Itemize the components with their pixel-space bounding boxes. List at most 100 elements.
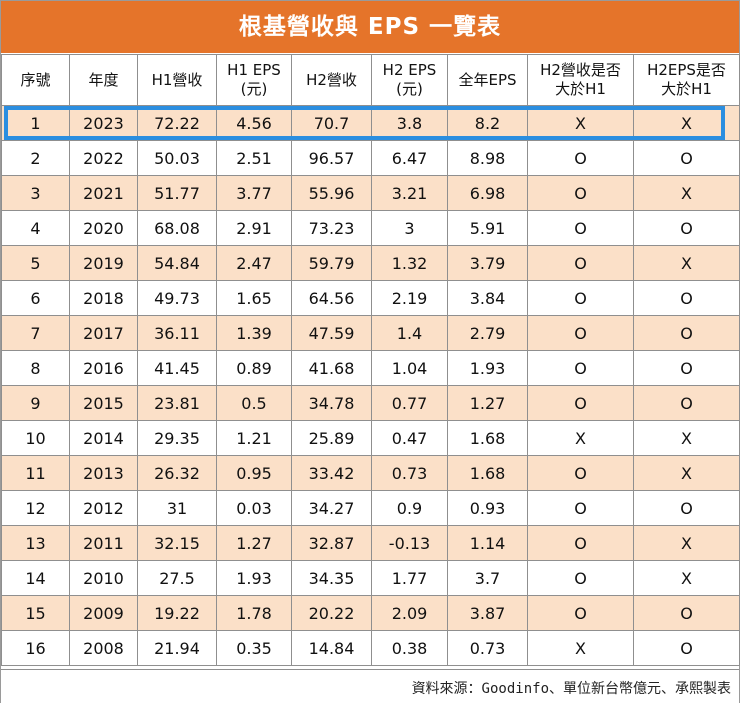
cell-h2-revenue-greater: O — [527, 595, 634, 631]
cell-annual-eps: 5.91 — [447, 210, 528, 246]
source-note: 資料來源：Goodinfo、單位新台幣億元、承熙製表 — [411, 681, 731, 697]
cell-h2-revenue: 14.84 — [291, 630, 372, 666]
cell-year: 2022 — [69, 140, 138, 176]
cell-h1-revenue: 51.77 — [137, 175, 217, 211]
cell-h2-eps: 1.32 — [371, 245, 448, 281]
cell-h2-eps: 2.09 — [371, 595, 448, 631]
cell-h1-revenue: 27.5 — [137, 560, 217, 596]
table-row: 9 2015 23.81 0.5 34.78 0.77 1.27 O O — [1, 385, 740, 421]
cell-h1-eps: 1.21 — [216, 420, 292, 456]
cell-h2-revenue: 96.57 — [291, 140, 372, 176]
cell-index: 4 — [1, 210, 70, 246]
cell-h2-revenue-greater: O — [527, 315, 634, 351]
cell-h2-revenue: 70.7 — [291, 105, 372, 141]
cell-year: 2023 — [69, 105, 138, 141]
cell-h1-revenue: 19.22 — [137, 595, 217, 631]
cell-index: 2 — [1, 140, 70, 176]
cell-h1-eps: 3.77 — [216, 175, 292, 211]
cell-h2-revenue-greater: O — [527, 385, 634, 421]
cell-h2-eps-greater: O — [633, 210, 740, 246]
cell-h2-revenue-greater: X — [527, 630, 634, 666]
header-h2-revenue-greater: H2營收是否 大於H1 — [527, 54, 634, 106]
cell-h1-eps: 0.35 — [216, 630, 292, 666]
cell-h2-eps-greater: O — [633, 630, 740, 666]
cell-h1-eps: 1.27 — [216, 525, 292, 561]
cell-h1-eps: 0.5 — [216, 385, 292, 421]
cell-h2-eps: 0.73 — [371, 455, 448, 491]
cell-index: 16 — [1, 630, 70, 666]
cell-h1-eps: 0.95 — [216, 455, 292, 491]
cell-h1-eps: 2.51 — [216, 140, 292, 176]
cell-h2-revenue: 34.27 — [291, 490, 372, 526]
cell-index: 10 — [1, 420, 70, 456]
header-row: 序號 年度 H1營收 H1 EPS (元) H2營收 H2 EPS (元) 全年EP… — [1, 54, 740, 106]
cell-year: 2008 — [69, 630, 138, 666]
cell-index: 5 — [1, 245, 70, 281]
cell-h1-revenue: 72.22 — [137, 105, 217, 141]
cell-h1-revenue: 26.32 — [137, 455, 217, 491]
eps-table: 序號 年度 H1營收 H1 EPS (元) H2營收 H2 EPS (元) 全年EP… — [1, 54, 740, 666]
cell-h2-eps-greater: X — [633, 525, 740, 561]
cell-h2-eps: 6.47 — [371, 140, 448, 176]
cell-h1-eps: 2.47 — [216, 245, 292, 281]
cell-h2-revenue: 73.23 — [291, 210, 372, 246]
cell-h1-eps: 1.78 — [216, 595, 292, 631]
cell-h1-revenue: 68.08 — [137, 210, 217, 246]
cell-h1-eps: 2.91 — [216, 210, 292, 246]
table-body: 1 2023 72.22 4.56 70.7 3.8 8.2 X X 2 2022 50.03 2.51… — [1, 105, 740, 666]
cell-h2-eps-greater: X — [633, 245, 740, 281]
cell-h2-eps: 0.47 — [371, 420, 448, 456]
cell-h2-eps: 3.8 — [371, 105, 448, 141]
table-row: 2 2022 50.03 2.51 96.57 6.47 8.98 O O — [1, 140, 740, 176]
cell-h2-eps-greater: X — [633, 175, 740, 211]
cell-h2-revenue: 25.89 — [291, 420, 372, 456]
cell-h1-eps: 0.03 — [216, 490, 292, 526]
cell-year: 2018 — [69, 280, 138, 316]
cell-annual-eps: 3.7 — [447, 560, 528, 596]
cell-index: 9 — [1, 385, 70, 421]
cell-h2-eps: 3 — [371, 210, 448, 246]
cell-index: 13 — [1, 525, 70, 561]
header-h2-eps: H2 EPS (元) — [371, 54, 448, 106]
footer: 資料來源：Goodinfo、單位新台幣億元、承熙製表 — [1, 669, 739, 703]
cell-year: 2009 — [69, 595, 138, 631]
cell-h2-revenue: 34.35 — [291, 560, 372, 596]
cell-index: 11 — [1, 455, 70, 491]
cell-h2-revenue-greater: O — [527, 490, 634, 526]
cell-annual-eps: 8.2 — [447, 105, 528, 141]
cell-h2-eps: 1.4 — [371, 315, 448, 351]
cell-year: 2021 — [69, 175, 138, 211]
cell-annual-eps: 8.98 — [447, 140, 528, 176]
cell-index: 8 — [1, 350, 70, 386]
cell-h1-revenue: 29.35 — [137, 420, 217, 456]
cell-annual-eps: 1.27 — [447, 385, 528, 421]
cell-h1-revenue: 41.45 — [137, 350, 217, 386]
cell-h2-revenue-greater: O — [527, 350, 634, 386]
cell-h2-revenue: 64.56 — [291, 280, 372, 316]
cell-annual-eps: 3.87 — [447, 595, 528, 631]
cell-h2-eps: 1.04 — [371, 350, 448, 386]
cell-h1-revenue: 54.84 — [137, 245, 217, 281]
cell-annual-eps: 3.79 — [447, 245, 528, 281]
cell-h2-revenue: 32.87 — [291, 525, 372, 561]
cell-h1-eps: 0.89 — [216, 350, 292, 386]
cell-annual-eps: 0.93 — [447, 490, 528, 526]
cell-year: 2020 — [69, 210, 138, 246]
cell-annual-eps: 3.84 — [447, 280, 528, 316]
cell-h2-revenue-greater: O — [527, 175, 634, 211]
cell-h2-eps-greater: O — [633, 280, 740, 316]
cell-h1-revenue: 32.15 — [137, 525, 217, 561]
header-h1-eps: H1 EPS (元) — [216, 54, 292, 106]
cell-index: 7 — [1, 315, 70, 351]
cell-h2-eps: 3.21 — [371, 175, 448, 211]
cell-year: 2017 — [69, 315, 138, 351]
cell-h1-eps: 1.39 — [216, 315, 292, 351]
cell-h2-revenue: 41.68 — [291, 350, 372, 386]
cell-year: 2012 — [69, 490, 138, 526]
cell-year: 2011 — [69, 525, 138, 561]
table-row: 6 2018 49.73 1.65 64.56 2.19 3.84 O O — [1, 280, 740, 316]
cell-annual-eps: 6.98 — [447, 175, 528, 211]
cell-h1-revenue: 31 — [137, 490, 217, 526]
cell-h2-revenue-greater: O — [527, 210, 634, 246]
table-row: 5 2019 54.84 2.47 59.79 1.32 3.79 O X — [1, 245, 740, 281]
